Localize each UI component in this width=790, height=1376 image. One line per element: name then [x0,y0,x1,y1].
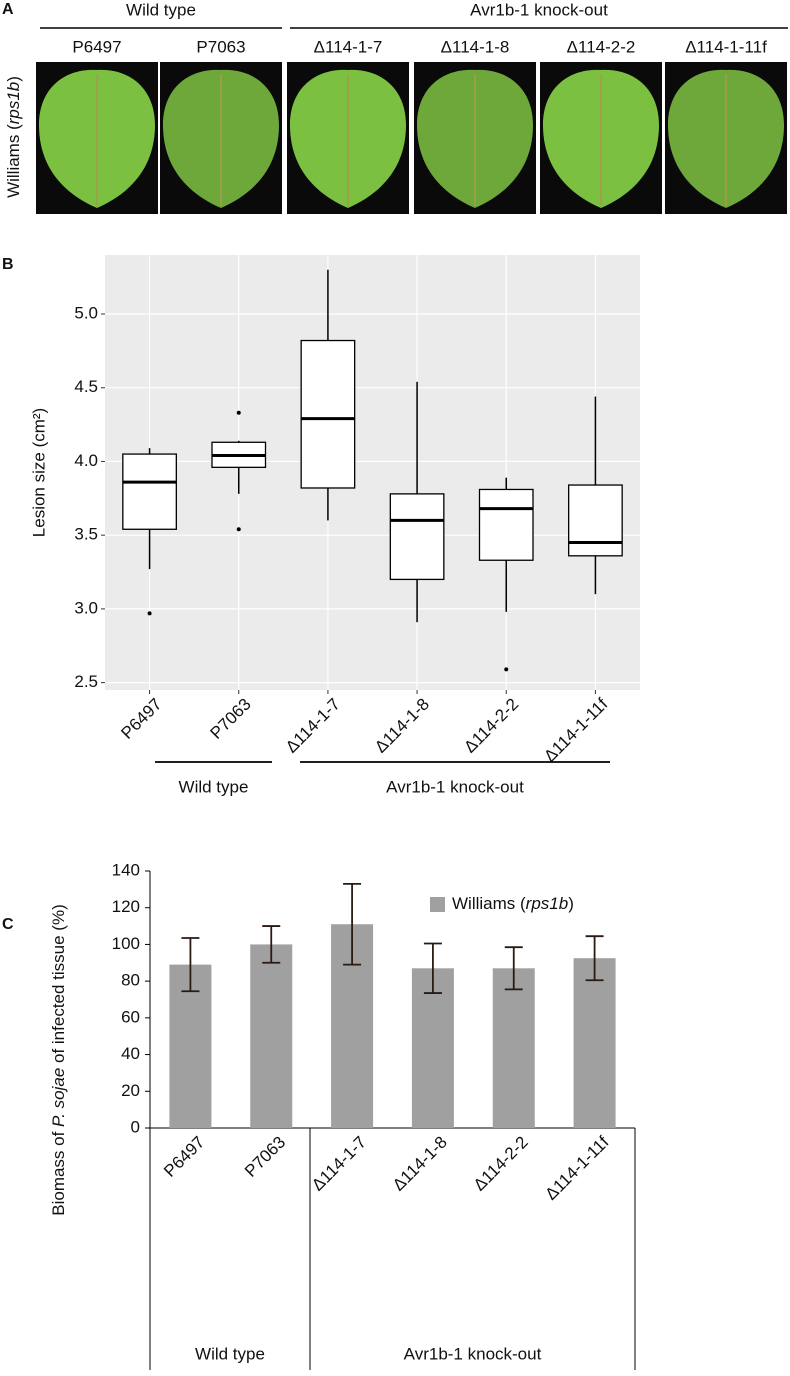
box [389,493,445,581]
y-tick-label: 5.0 [74,303,98,322]
group-label: Avr1b-1 knock-out [404,1344,542,1363]
bar [492,968,535,1128]
legend-swatch [430,897,445,912]
bar [250,944,293,1128]
x-tick-label: Δ114-1-11f [540,694,611,765]
bar [411,968,454,1128]
y-tick-label: 120 [112,897,140,916]
plot-background [105,255,640,690]
outlier [236,527,241,532]
box [300,339,356,489]
y-tick-label: 3.5 [74,525,98,544]
box [568,484,623,557]
column-label: Δ114-1-8 [441,37,510,56]
panel-label: C [2,916,14,933]
column-label: Δ114-2-2 [567,37,636,56]
y-axis-label: Lesion size (cm²) [29,408,48,537]
outlier [504,667,509,672]
y-tick-label: 4.0 [74,451,98,470]
x-tick-label: Δ114-1-7 [308,1133,370,1195]
bar [573,958,616,1128]
y-tick-label: 60 [121,1007,140,1026]
outlier [147,611,152,616]
panel-label: B [2,256,14,273]
x-tick-label: Δ114-1-11f [541,1132,612,1203]
row-label-part: ) [4,76,23,82]
y-tick-label: 4.5 [74,377,98,396]
column-label: Δ114-1-7 [314,37,383,56]
x-tick-label: P6497 [117,695,165,743]
column-group-label: Wild type [126,0,196,19]
panel-label: A [2,1,14,18]
column-label: P6497 [72,37,121,56]
y-axis-label-part: P. sojae [49,1068,68,1127]
legend-label: Williams (rps1b) [452,894,574,913]
group-label: Avr1b-1 knock-out [386,777,524,796]
y-axis-label: Biomass of P. sojae of infected tissue (… [49,904,68,1216]
x-tick-label: Δ114-2-2 [460,695,522,757]
box [478,488,534,561]
outlier [236,410,241,415]
x-tick-label: Δ114-1-8 [389,1133,451,1195]
y-tick-label: 100 [112,934,140,953]
column-label: Δ114-1-11f [685,37,767,56]
group-label: Wild type [179,777,249,796]
column-label: P7063 [196,37,245,56]
x-tick-label: P6497 [160,1133,208,1181]
x-tick-label: P7063 [241,1133,289,1181]
row-label: Williams (rps1b) [4,76,23,198]
legend-label-part: rps1b [526,894,569,913]
y-tick-label: 140 [112,860,140,879]
y-tick-label: 3.0 [74,598,98,617]
y-tick-label: 80 [121,971,140,990]
legend-label-part: Williams ( [452,894,526,913]
x-tick-label: Δ114-1-8 [371,695,433,757]
column-group-label: Avr1b-1 knock-out [470,0,608,19]
x-tick-label: P7063 [207,695,255,743]
group-label: Wild type [195,1344,265,1363]
y-tick-label: 2.5 [74,672,98,691]
x-tick-label: Δ114-1-7 [282,695,344,757]
y-tick-label: 20 [121,1081,140,1100]
box [122,453,177,530]
y-axis-label-part: Biomass of [49,1127,68,1216]
y-tick-label: 40 [121,1044,140,1063]
legend-label-part: ) [568,894,574,913]
row-label-part: Williams ( [4,124,23,198]
x-tick-label: Δ114-2-2 [470,1133,532,1195]
y-tick-label: 0 [131,1117,140,1136]
row-label-part: rps1b [4,82,23,125]
y-axis-label-part: of infected tissue (%) [49,904,68,1067]
